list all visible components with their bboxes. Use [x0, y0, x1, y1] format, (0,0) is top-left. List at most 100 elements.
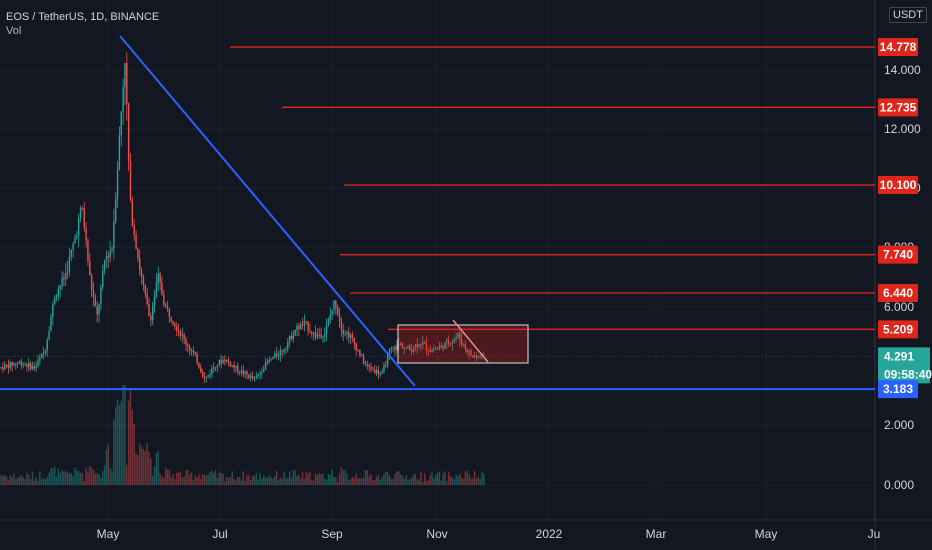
- volume-bar: [394, 474, 396, 485]
- volume-bar: [472, 478, 474, 485]
- candle-body: [120, 111, 122, 136]
- volume-bar: [355, 473, 357, 485]
- candle-body: [372, 369, 374, 371]
- volume-bar: [361, 478, 363, 485]
- volume-bar: [68, 473, 71, 485]
- currency-label[interactable]: USDT: [889, 7, 927, 23]
- volume-bar: [61, 469, 63, 485]
- candle-body: [33, 365, 35, 369]
- volume-bar: [133, 423, 135, 485]
- candle-body: [296, 325, 298, 331]
- candle-body: [102, 270, 104, 288]
- resistance-levels: [230, 46, 875, 330]
- volume-bar: [233, 478, 235, 485]
- candle-body: [331, 310, 333, 315]
- volume-bar: [127, 400, 130, 485]
- candle-body: [107, 256, 109, 258]
- candle-body: [436, 348, 439, 350]
- candle-body: [46, 339, 48, 352]
- candle-body: [388, 348, 391, 355]
- candle-body: [15, 363, 17, 365]
- volume-bar: [392, 478, 394, 485]
- volume-bar: [483, 473, 485, 485]
- candle-body: [333, 300, 335, 311]
- candle-body: [105, 256, 108, 262]
- volume-bar: [349, 478, 352, 485]
- volume-bar: [372, 480, 374, 485]
- candle-body: [7, 365, 10, 369]
- volume-bar: [255, 473, 257, 485]
- volume-bar: [24, 479, 26, 485]
- volume-bar: [122, 385, 124, 485]
- volume-bar: [464, 471, 467, 485]
- candle-body: [28, 362, 30, 367]
- candle-body: [368, 364, 370, 367]
- candle-body: [150, 316, 152, 321]
- candle-body: [453, 338, 455, 342]
- volume-bar: [7, 480, 10, 485]
- volume-bar: [311, 480, 313, 485]
- volume-bar: [9, 475, 11, 485]
- time-axis-label: Nov: [426, 527, 447, 541]
- volume-bar: [407, 479, 409, 485]
- volume-bar: [379, 479, 381, 485]
- candle-body: [181, 334, 183, 337]
- volume-bar: [322, 473, 324, 485]
- volume-bar: [460, 477, 463, 485]
- volume-bar: [90, 467, 93, 485]
- volume-bar: [388, 475, 391, 485]
- volume-bar: [381, 476, 383, 485]
- volume-bar: [161, 476, 163, 485]
- volume-bar: [235, 480, 237, 485]
- volume-bar: [290, 477, 293, 485]
- candle-body: [335, 300, 337, 308]
- candle-body: [318, 334, 320, 336]
- volume-bar: [462, 478, 465, 485]
- candle-body: [268, 359, 270, 363]
- volume-bar: [240, 480, 243, 485]
- resistance-price-tag-text: 12.735: [880, 100, 917, 114]
- volume-bar: [309, 471, 311, 485]
- candle-body: [174, 324, 176, 327]
- volume-bar: [96, 473, 98, 485]
- volume-bar: [28, 474, 30, 485]
- candle-body: [201, 372, 204, 377]
- candle-body: [255, 376, 257, 378]
- candle-body: [50, 317, 52, 332]
- candle-body: [292, 335, 294, 340]
- volume-bar: [270, 477, 272, 485]
- candle-body: [314, 332, 317, 338]
- candle-body: [416, 344, 418, 347]
- volume-bar: [152, 475, 154, 485]
- candle-body: [246, 371, 248, 375]
- candle-body: [213, 367, 215, 369]
- candle-body: [459, 333, 461, 340]
- volume-bar: [320, 473, 322, 485]
- candle-body: [394, 346, 396, 350]
- candle-body: [312, 332, 315, 334]
- candle-body: [423, 342, 426, 344]
- volume-bar: [477, 476, 479, 485]
- candle-body: [357, 349, 359, 351]
- volume-bar: [52, 468, 54, 485]
- volume-bar: [113, 419, 115, 485]
- candle-body: [161, 282, 163, 295]
- candle-body: [429, 350, 431, 353]
- volume-bar: [375, 475, 378, 485]
- candle-body: [460, 339, 463, 345]
- candle-body: [233, 364, 235, 368]
- volume-bar: [301, 471, 304, 485]
- volume-bar: [76, 470, 78, 485]
- volume-bar: [300, 478, 302, 485]
- price-tags: 14.778 12.735 10.100 7.740 6.440 5.209 4.291 09…: [878, 38, 932, 399]
- countdown-text: 09:58:40: [884, 367, 932, 381]
- candle-body: [163, 294, 165, 305]
- candle-body: [277, 355, 280, 357]
- candle-body: [94, 297, 97, 307]
- candle-body: [211, 368, 213, 374]
- volume-bar: [18, 476, 21, 485]
- volume-bars: [0, 385, 485, 485]
- volume-bar: [103, 465, 106, 485]
- volume-bar: [312, 480, 315, 485]
